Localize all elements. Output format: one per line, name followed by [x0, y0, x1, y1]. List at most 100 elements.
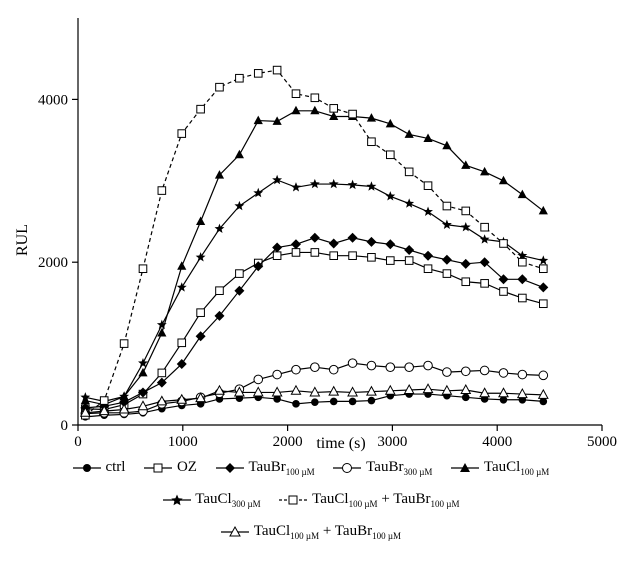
- data-point: [291, 89, 301, 99]
- data-point: [498, 274, 509, 285]
- legend-item-taucl-taubr-dashed: TauCl100 µM + TauBr100 µM: [278, 491, 459, 509]
- legend-item-taucl-300: TauCl300 µM: [162, 491, 261, 509]
- data-point: [385, 118, 395, 128]
- y-tick-label: 2000: [38, 255, 68, 271]
- data-point: [385, 239, 396, 250]
- data-point: [367, 253, 376, 262]
- data-point: [177, 338, 187, 348]
- data-point: [157, 186, 167, 195]
- data-point: [310, 105, 320, 115]
- legend-item-oz: OZ: [143, 459, 197, 476]
- legend-label-taucl-taubr-triangle: TauCl100 µM + TauBr100 µM: [253, 523, 402, 541]
- data-point: [442, 367, 452, 377]
- data-point: [423, 264, 433, 274]
- data-point: [404, 198, 415, 208]
- series-4: [80, 105, 548, 409]
- data-point: [348, 109, 357, 119]
- data-point: [310, 362, 320, 373]
- data-point: [99, 396, 109, 405]
- data-point: [235, 73, 244, 83]
- data-point: [423, 206, 433, 216]
- data-point: [234, 149, 244, 159]
- legend-row-1: ctrl OZ TauBr100 µM TauBr300 µM TauCl100…: [0, 459, 621, 477]
- legend-label-taubr-300: TauBr300 µM: [366, 459, 433, 477]
- data-point: [328, 364, 339, 375]
- data-point: [195, 252, 206, 262]
- data-point: [215, 286, 224, 295]
- data-point: [272, 174, 283, 185]
- data-point: [460, 222, 471, 232]
- data-point: [423, 250, 434, 261]
- data-point: [157, 328, 167, 337]
- data-point: [272, 242, 283, 253]
- data-point: [328, 385, 340, 396]
- data-point: [498, 175, 509, 185]
- data-point: [479, 257, 490, 268]
- data-point: [348, 397, 357, 406]
- data-point: [499, 395, 508, 404]
- data-point: [384, 384, 396, 395]
- data-point: [253, 69, 263, 78]
- data-point: [403, 383, 415, 394]
- data-point: [479, 365, 490, 376]
- data-point: [137, 387, 148, 398]
- data-point: [156, 319, 167, 330]
- legend-label-ctrl: ctrl: [105, 459, 126, 476]
- x-tick-label: 0: [74, 434, 82, 450]
- data-point: [253, 261, 264, 272]
- legend-item-taucl-taubr-triangle: TauCl100 µM + TauBr100 µM: [220, 523, 401, 541]
- data-point: [460, 383, 472, 394]
- data-point: [138, 367, 148, 377]
- data-point: [291, 182, 301, 192]
- data-point: [291, 364, 301, 375]
- data-point: [235, 269, 244, 278]
- data-point: [234, 285, 245, 296]
- x-tick-label: 2000: [273, 434, 303, 450]
- legend-swatch-taucl-100: [451, 463, 480, 472]
- y-axis-label: RUL: [14, 224, 31, 256]
- data-point: [538, 370, 549, 381]
- data-point: [518, 257, 527, 267]
- data-point: [537, 388, 549, 399]
- data-point: [385, 362, 396, 373]
- data-point: [80, 395, 90, 405]
- data-point: [328, 238, 339, 249]
- data-point: [119, 391, 130, 401]
- series-layer: [79, 65, 549, 421]
- data-point: [423, 360, 433, 371]
- data-point: [461, 160, 471, 169]
- data-point: [539, 397, 548, 406]
- x-axis-label: time (s): [316, 435, 365, 452]
- legend-swatch-oz: [144, 463, 173, 473]
- data-point: [196, 308, 205, 317]
- y-tick-label: 4000: [38, 92, 68, 108]
- data-point: [214, 310, 225, 321]
- data-point: [196, 104, 205, 114]
- data-point: [253, 374, 264, 385]
- data-point: [404, 244, 415, 255]
- data-point: [309, 386, 321, 397]
- data-point: [404, 362, 414, 373]
- legend-label-taucl-100: TauCl100 µM: [483, 459, 550, 477]
- data-point: [461, 393, 470, 402]
- data-point: [348, 251, 357, 260]
- legend-item-taubr-300: TauBr300 µM: [332, 459, 432, 477]
- data-point: [366, 360, 377, 371]
- data-point: [137, 400, 149, 411]
- legend-label-taubr-100: TauBr100 µM: [248, 459, 315, 477]
- legend-swatch-taucl-taubr-dashed: [279, 495, 308, 505]
- data-point: [366, 181, 377, 191]
- data-point: [480, 166, 490, 176]
- data-point: [80, 392, 91, 402]
- legend-swatch-taubr-100: [215, 463, 244, 473]
- x-tick-label: 3000: [377, 434, 407, 450]
- x-tick-label: 5000: [587, 434, 617, 450]
- data-point: [214, 384, 225, 395]
- data-point: [386, 256, 395, 265]
- data-point: [367, 137, 376, 147]
- data-point: [291, 248, 301, 257]
- data-point: [253, 115, 263, 125]
- legend-swatch-taucl-taubr-triangle: [220, 525, 249, 537]
- legend-label-taucl-taubr-dashed: TauCl100 µM + TauBr100 µM: [312, 491, 460, 509]
- data-point: [517, 369, 528, 380]
